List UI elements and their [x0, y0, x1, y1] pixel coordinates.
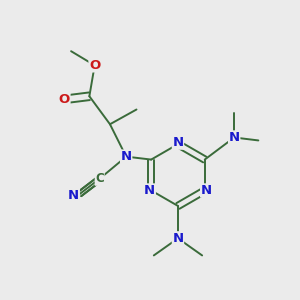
- Text: O: O: [59, 93, 70, 106]
- Text: N: N: [172, 136, 184, 149]
- Text: N: N: [68, 189, 79, 202]
- Text: O: O: [89, 59, 100, 72]
- Text: N: N: [172, 232, 184, 245]
- Text: C: C: [95, 172, 104, 185]
- Text: N: N: [121, 150, 132, 163]
- Text: N: N: [144, 184, 155, 197]
- Text: N: N: [201, 184, 212, 197]
- Text: N: N: [229, 131, 240, 144]
